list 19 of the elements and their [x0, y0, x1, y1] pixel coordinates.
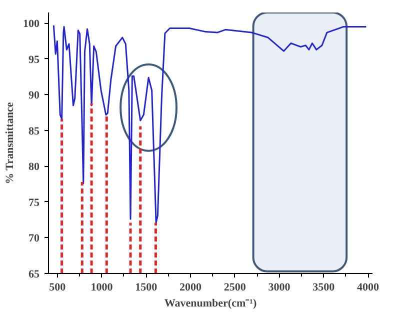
y-tick-label: 95 — [28, 54, 40, 66]
y-tick-label: 100 — [23, 18, 40, 30]
x-tick-label: 1000 — [90, 282, 114, 294]
line-series — [52, 24, 367, 224]
x-axis-title: Wavenumber(cm⁻¹) — [164, 298, 257, 310]
x-tick-label: 3500 — [312, 282, 336, 294]
y-tick-label: 90 — [28, 90, 40, 102]
x-tick-label: 3000 — [268, 282, 291, 294]
x-tick-label: 1500 — [135, 282, 158, 294]
y-tick-label: 75 — [28, 196, 40, 209]
x-tick-label: 4000 — [357, 282, 380, 294]
y-tick-label: 70 — [28, 232, 40, 245]
x-tick-label: 2000 — [180, 282, 202, 294]
x-tick-label: 2500 — [224, 282, 246, 294]
y-tick-label: 80 — [28, 161, 40, 174]
y-axis-title: % Transmittance — [4, 102, 16, 184]
y-tick-label: 65 — [28, 268, 40, 280]
x-tick-label: 500 — [49, 282, 66, 294]
y-tick-label: 85 — [28, 125, 40, 138]
